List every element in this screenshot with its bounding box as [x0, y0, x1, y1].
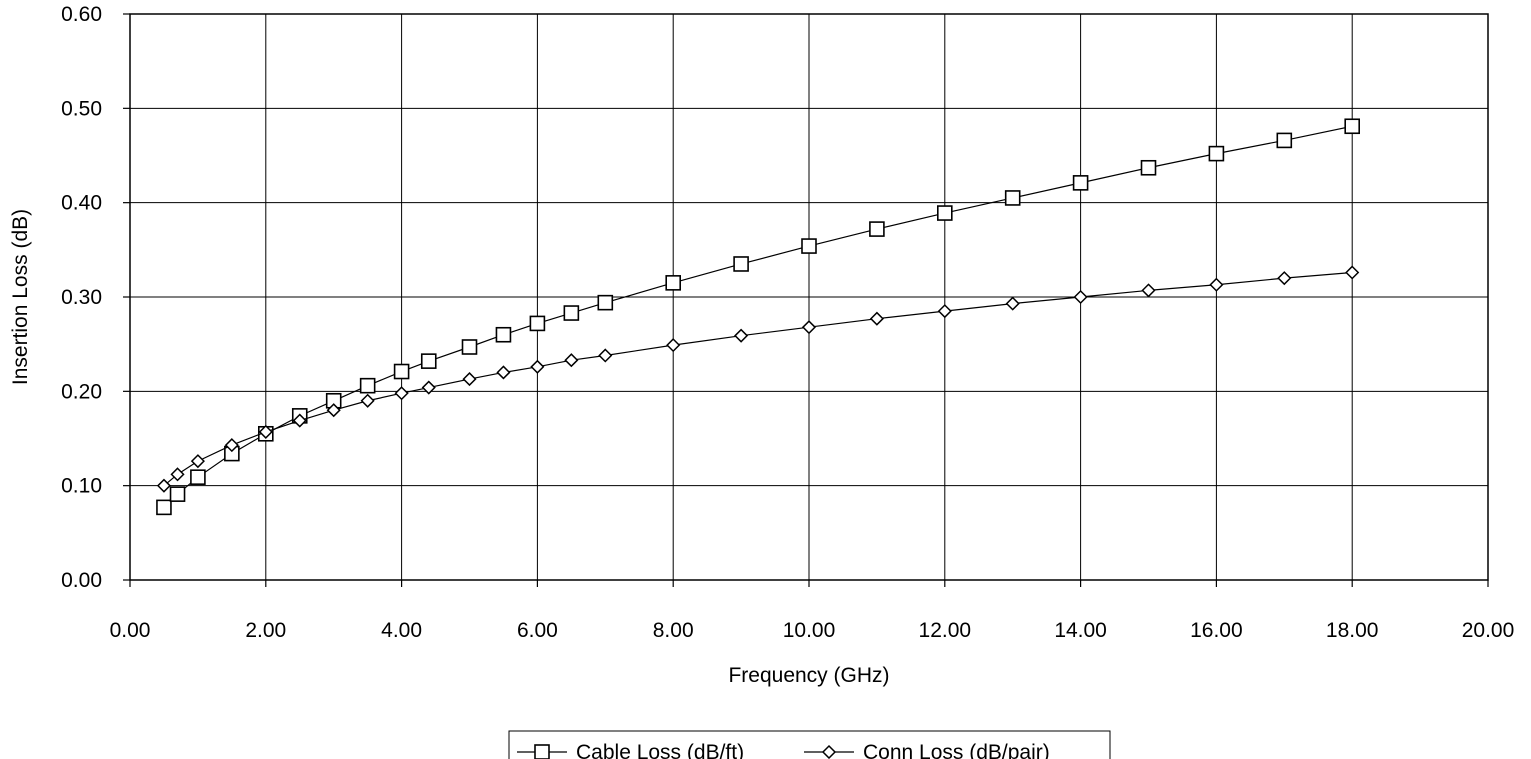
series-2: [156, 265, 1360, 493]
x-tick-label: 6.00: [517, 619, 558, 642]
data-point: [360, 393, 375, 408]
data-point: [801, 238, 817, 254]
legend-label: Cable Loss (dB/ft): [576, 741, 744, 759]
data-point: [292, 413, 307, 428]
series-line: [163, 271, 1353, 487]
x-tick-label: 20.00: [1462, 619, 1515, 642]
data-point: [1072, 175, 1089, 191]
data-point: [1209, 277, 1224, 292]
data-point: [936, 205, 953, 221]
y-tick-label: 0.30: [61, 286, 102, 309]
data-point: [169, 486, 186, 502]
legend: Cable Loss (dB/ft) Conn Loss (dB/pair): [508, 730, 1111, 759]
y-axis-title: Insertion Loss (dB): [9, 209, 32, 385]
data-point: [495, 326, 512, 343]
legend-marker: [534, 744, 550, 759]
series-line: [163, 125, 1353, 508]
data-point: [421, 380, 436, 395]
data-point: [326, 403, 341, 418]
data-point: [156, 478, 172, 493]
data-point: [394, 386, 409, 401]
y-axis: 0.00 0.10 0.20 0.30 0.40 0.50 0.60: [61, 3, 130, 592]
legend-box: [508, 730, 1111, 759]
x-tick-label: 8.00: [653, 619, 694, 642]
y-tick-label: 0.40: [61, 192, 102, 215]
data-point: [530, 359, 545, 374]
data-point: [420, 353, 437, 369]
data-point: [359, 377, 376, 394]
data-point: [1140, 159, 1157, 176]
data-point: [598, 348, 613, 363]
series-layer: [156, 118, 1360, 516]
data-point: [170, 467, 185, 482]
y-tick-label: 0.00: [61, 569, 102, 592]
y-tick-label: 0.10: [61, 475, 102, 498]
y-tick-label: 0.20: [61, 380, 102, 403]
data-point: [563, 305, 580, 321]
x-tick-label: 0.00: [110, 619, 151, 642]
data-point: [1005, 296, 1020, 311]
x-tick-label: 12.00: [919, 619, 972, 642]
data-point: [190, 454, 205, 469]
data-point: [869, 311, 884, 326]
data-point: [564, 353, 579, 368]
legend-label: Conn Loss (dB/pair): [863, 741, 1050, 759]
x-axis-title: Frequency (GHz): [728, 664, 889, 687]
data-point: [801, 320, 817, 335]
data-point: [258, 424, 273, 439]
data-point: [190, 469, 206, 485]
legend-item: Conn Loss (dB/pair): [804, 741, 1050, 759]
data-point: [666, 338, 681, 353]
data-point: [461, 339, 478, 355]
legend-item: Cable Loss (dB/ft): [517, 741, 744, 759]
data-point: [1141, 283, 1156, 298]
data-point: [937, 304, 952, 319]
data-point: [1208, 145, 1225, 162]
data-point: [462, 372, 477, 387]
y-tick-label: 0.60: [61, 3, 102, 26]
data-point: [1344, 118, 1360, 135]
x-tick-label: 2.00: [245, 619, 286, 642]
y-tick-label: 0.50: [61, 97, 102, 120]
data-point: [393, 363, 410, 380]
data-point: [665, 275, 682, 291]
data-point: [597, 294, 614, 311]
data-point: [496, 365, 511, 380]
data-point: [1276, 132, 1293, 149]
x-axis: 0.00 2.00 4.00 6.00 8.00 10.00 12.00 14.00 16.00…: [110, 580, 1515, 642]
data-point: [529, 315, 546, 332]
grid-lines: [130, 14, 1488, 580]
data-point: [1073, 289, 1088, 305]
series-1: [156, 118, 1360, 516]
data-point: [1277, 271, 1292, 286]
data-point: [156, 499, 172, 516]
data-point: [734, 328, 749, 343]
x-tick-label: 16.00: [1190, 619, 1243, 642]
legend-marker: [821, 744, 837, 759]
x-tick-label: 10.00: [783, 619, 836, 642]
data-point: [733, 256, 749, 272]
data-point: [869, 221, 885, 237]
x-tick-label: 14.00: [1054, 619, 1107, 642]
x-tick-label: 4.00: [381, 619, 422, 642]
data-point: [224, 438, 239, 453]
x-tick-label: 18.00: [1326, 619, 1379, 642]
data-point: [1004, 190, 1021, 206]
data-point: [1345, 265, 1360, 280]
